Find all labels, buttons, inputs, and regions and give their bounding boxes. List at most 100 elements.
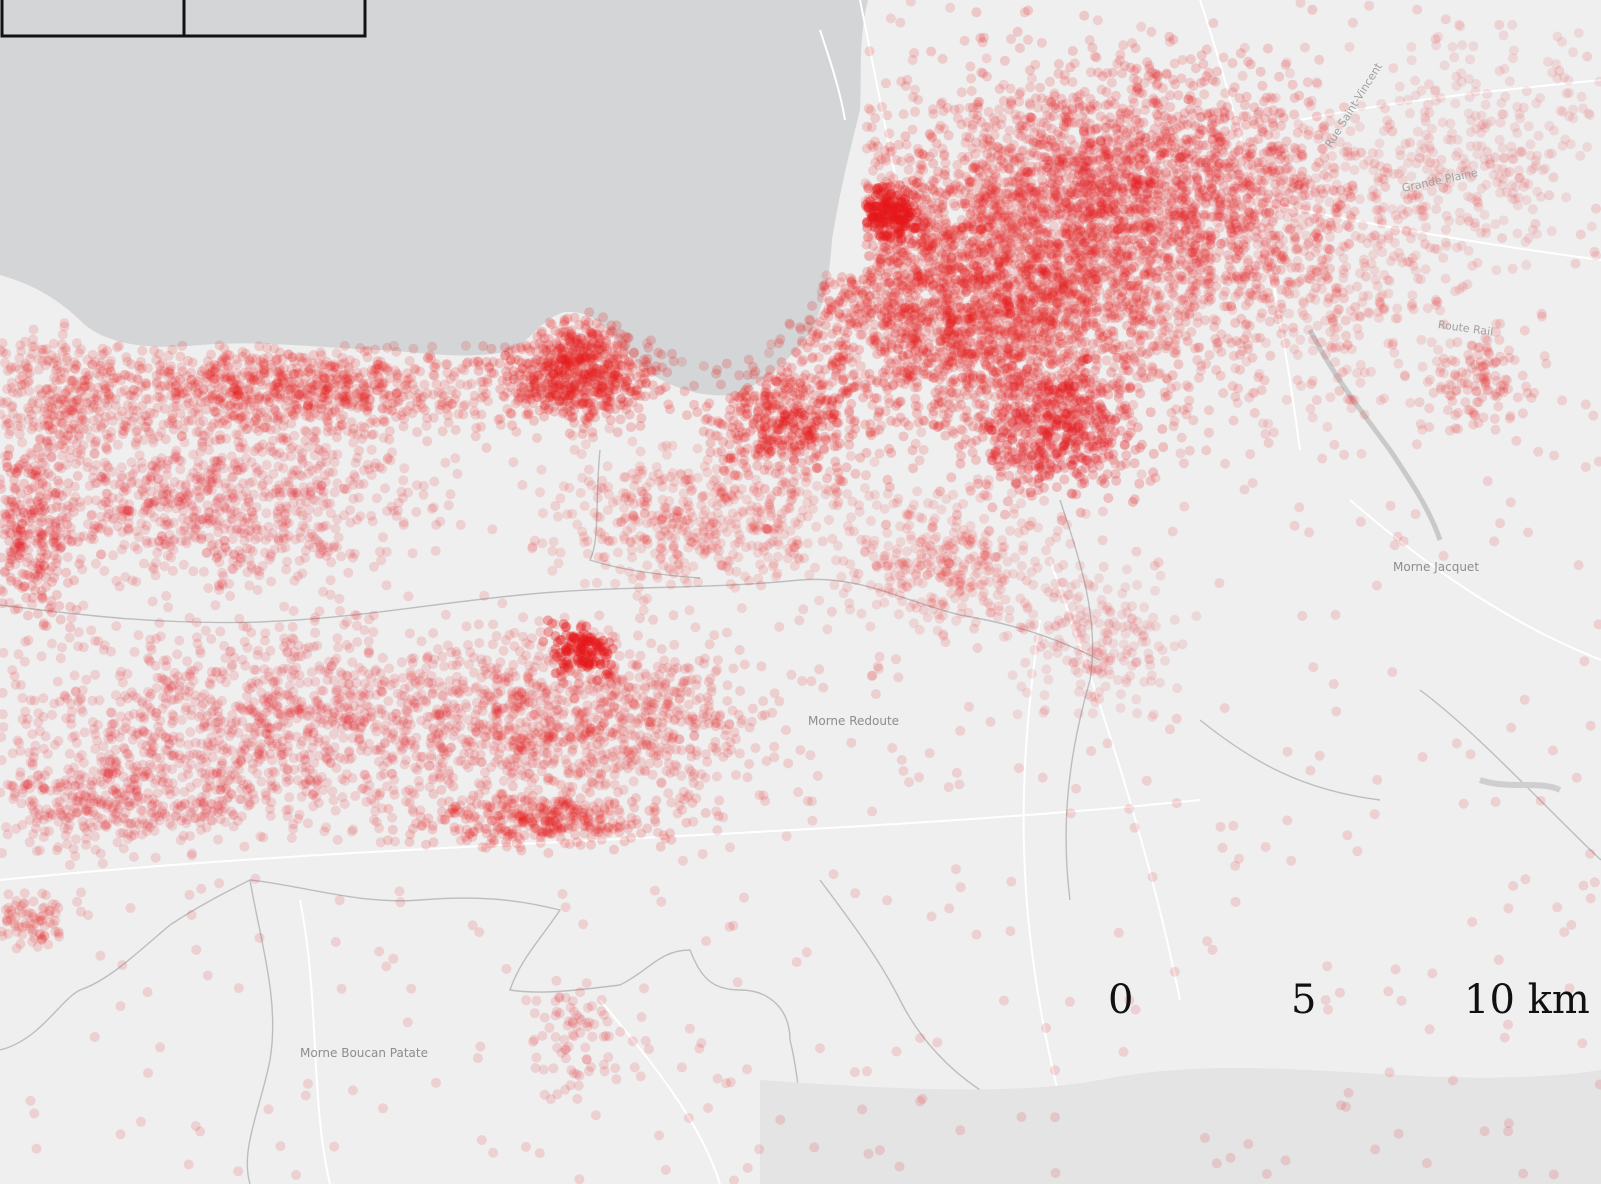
incident-point xyxy=(909,48,920,58)
incident-point xyxy=(1001,329,1012,340)
incident-point xyxy=(472,1053,483,1064)
incident-point xyxy=(965,209,976,220)
incident-point xyxy=(1259,253,1270,264)
incident-point xyxy=(410,740,421,751)
incident-point xyxy=(994,83,1005,94)
incident-point xyxy=(236,754,247,765)
incident-point xyxy=(1027,240,1038,251)
incident-point xyxy=(974,96,985,107)
incident-point xyxy=(1048,592,1059,603)
incident-point xyxy=(711,771,722,782)
incident-point xyxy=(1152,341,1163,351)
incident-point xyxy=(1256,175,1267,186)
incident-point xyxy=(915,271,926,282)
incident-point xyxy=(979,399,990,410)
incident-point xyxy=(1440,14,1451,25)
road-9 xyxy=(1349,499,1601,661)
incident-point xyxy=(1036,117,1047,128)
incident-point xyxy=(867,232,877,243)
incident-point xyxy=(1191,219,1202,230)
incident-point xyxy=(976,384,987,395)
incident-point xyxy=(1514,173,1525,184)
incident-point xyxy=(983,176,994,186)
incident-point xyxy=(1128,354,1139,365)
incident-point xyxy=(1016,215,1027,226)
incident-point xyxy=(858,289,869,300)
incident-point xyxy=(953,251,964,262)
incident-point xyxy=(1118,1046,1129,1057)
incident-point xyxy=(1031,248,1042,259)
incident-point xyxy=(924,128,935,139)
incident-point xyxy=(24,747,35,758)
incident-point xyxy=(884,287,895,298)
incident-point xyxy=(1122,265,1133,276)
incident-point xyxy=(331,348,342,359)
incident-point xyxy=(1002,236,1013,247)
incident-point xyxy=(1544,190,1555,201)
incident-point xyxy=(918,345,928,355)
incident-point xyxy=(1499,1032,1510,1043)
incident-point xyxy=(1263,437,1274,448)
incident-point xyxy=(1201,44,1212,55)
incident-point xyxy=(818,342,829,353)
incident-point xyxy=(818,378,829,389)
incident-point xyxy=(560,902,571,913)
incident-point xyxy=(849,310,860,321)
incident-point xyxy=(842,327,853,338)
incident-point xyxy=(916,549,927,560)
incident-point xyxy=(999,326,1010,337)
incident-point xyxy=(1045,314,1056,325)
incident-point xyxy=(896,578,907,589)
incident-point xyxy=(723,421,734,432)
incident-point xyxy=(972,302,983,313)
boundary-0 xyxy=(0,578,1101,661)
incident-point xyxy=(1145,281,1156,292)
incident-point xyxy=(1330,342,1341,353)
incident-point xyxy=(202,970,213,981)
incident-point xyxy=(275,1141,286,1152)
incident-point xyxy=(793,787,804,798)
incident-point xyxy=(529,535,540,546)
incident-point xyxy=(1084,190,1095,201)
incident-point xyxy=(1219,703,1230,714)
incident-point xyxy=(1264,316,1275,327)
incident-point xyxy=(603,396,613,407)
incident-point xyxy=(1014,89,1025,100)
incident-point xyxy=(1146,26,1157,37)
incident-point xyxy=(907,175,918,186)
incident-point xyxy=(1153,557,1164,568)
coast-south xyxy=(760,1068,1601,1184)
incident-point xyxy=(1264,207,1275,218)
incident-point xyxy=(985,345,996,356)
incident-point xyxy=(872,661,883,672)
incident-point xyxy=(1004,300,1014,311)
incident-point xyxy=(1229,82,1240,93)
incident-point xyxy=(1026,112,1037,123)
incident-point xyxy=(1202,936,1213,947)
incident-point xyxy=(1059,276,1070,287)
incident-point xyxy=(873,270,884,281)
incident-point xyxy=(1164,37,1175,47)
incident-point xyxy=(908,92,919,103)
incident-point xyxy=(67,402,78,413)
incident-point xyxy=(887,315,897,326)
incident-point xyxy=(938,357,949,368)
incident-point xyxy=(502,703,513,713)
incident-point xyxy=(1364,308,1375,319)
incident-point xyxy=(1180,316,1191,327)
incident-point xyxy=(1141,775,1152,786)
incident-point xyxy=(1021,575,1032,586)
incident-point xyxy=(1265,350,1276,361)
incident-point xyxy=(605,809,616,820)
incident-point xyxy=(1046,229,1057,240)
incident-point xyxy=(891,367,902,378)
incident-point xyxy=(1255,283,1266,294)
incident-point xyxy=(1308,662,1319,673)
incident-point xyxy=(1268,427,1279,438)
incident-point xyxy=(583,1002,593,1013)
incident-point xyxy=(1192,355,1203,365)
incident-point xyxy=(475,1041,486,1052)
incident-point xyxy=(65,860,75,870)
incident-point xyxy=(1317,453,1328,464)
